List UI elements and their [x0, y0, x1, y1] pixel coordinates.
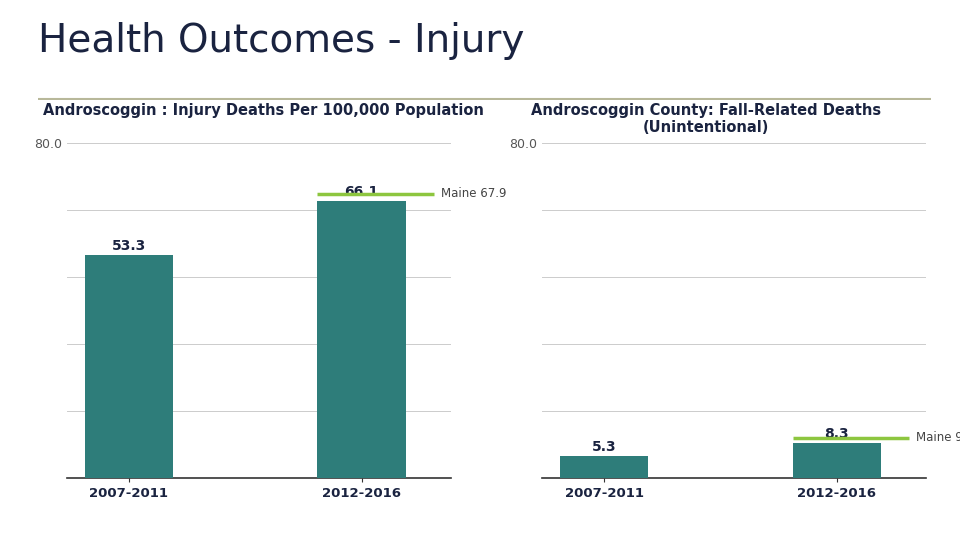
Bar — [318, 201, 406, 478]
Bar — [560, 456, 648, 478]
Text: 5.3: 5.3 — [591, 440, 616, 454]
Text: Health Outcomes - Injury: Health Outcomes - Injury — [38, 22, 525, 59]
Text: 33: 33 — [729, 513, 750, 528]
Text: Maine 67.9: Maine 67.9 — [441, 187, 506, 200]
Bar — [793, 443, 881, 478]
Text: 33: 33 — [249, 513, 270, 528]
Bar — [84, 255, 173, 478]
Text: 66.1: 66.1 — [345, 185, 379, 199]
Text: Maine 9.6: Maine 9.6 — [916, 431, 960, 444]
Text: 53.3: 53.3 — [111, 239, 146, 253]
Text: Androscoggin County: Fall-Related Deaths
(Unintentional): Androscoggin County: Fall-Related Deaths… — [531, 103, 880, 135]
Text: Androscoggin : Injury Deaths Per 100,000 Population: Androscoggin : Injury Deaths Per 100,000… — [43, 103, 484, 118]
Text: 8.3: 8.3 — [825, 427, 849, 441]
